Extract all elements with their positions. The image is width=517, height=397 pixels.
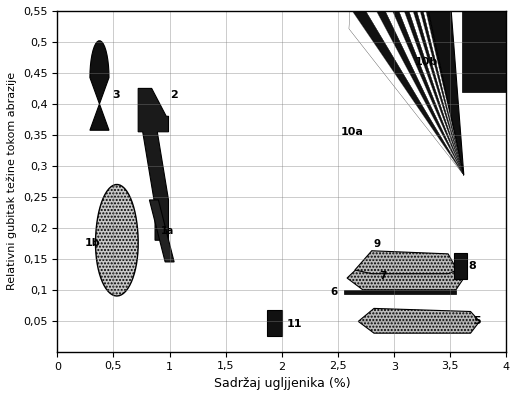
Text: 9: 9 [374, 239, 381, 249]
Text: 6: 6 [331, 287, 338, 297]
Polygon shape [347, 263, 464, 290]
Text: 3: 3 [112, 90, 120, 100]
X-axis label: Sadržaj ugljjenika (%): Sadržaj ugljjenika (%) [214, 377, 350, 390]
Polygon shape [138, 89, 169, 240]
Text: 1b: 1b [84, 238, 100, 249]
Polygon shape [358, 308, 480, 333]
Polygon shape [354, 0, 464, 175]
Polygon shape [357, 0, 464, 175]
Polygon shape [391, 0, 464, 175]
Text: 2: 2 [170, 90, 177, 100]
Polygon shape [90, 41, 109, 130]
Polygon shape [355, 251, 457, 274]
Polygon shape [362, 0, 464, 175]
Polygon shape [364, 0, 464, 175]
Bar [462, 11, 507, 91]
Polygon shape [355, 0, 464, 175]
Polygon shape [350, 0, 464, 175]
Text: 5: 5 [473, 316, 480, 326]
Text: 8: 8 [468, 261, 476, 271]
Polygon shape [96, 185, 138, 296]
Polygon shape [149, 200, 174, 262]
Polygon shape [351, 0, 464, 175]
Text: 1a: 1a [161, 226, 174, 236]
Bar [267, 310, 282, 336]
Polygon shape [344, 290, 456, 293]
Text: 7: 7 [379, 271, 387, 281]
Polygon shape [358, 0, 464, 175]
Text: 10b: 10b [415, 57, 438, 67]
Y-axis label: Relativni gubitak težine tokom abrazije: Relativni gubitak težine tokom abrazije [7, 72, 18, 291]
Polygon shape [349, 8, 464, 175]
Text: 10a: 10a [340, 127, 363, 137]
Polygon shape [352, 0, 464, 175]
Text: 11: 11 [286, 319, 302, 329]
Polygon shape [367, 0, 464, 175]
Polygon shape [371, 0, 464, 175]
Polygon shape [360, 0, 464, 175]
Bar [454, 252, 467, 279]
Polygon shape [369, 0, 464, 175]
